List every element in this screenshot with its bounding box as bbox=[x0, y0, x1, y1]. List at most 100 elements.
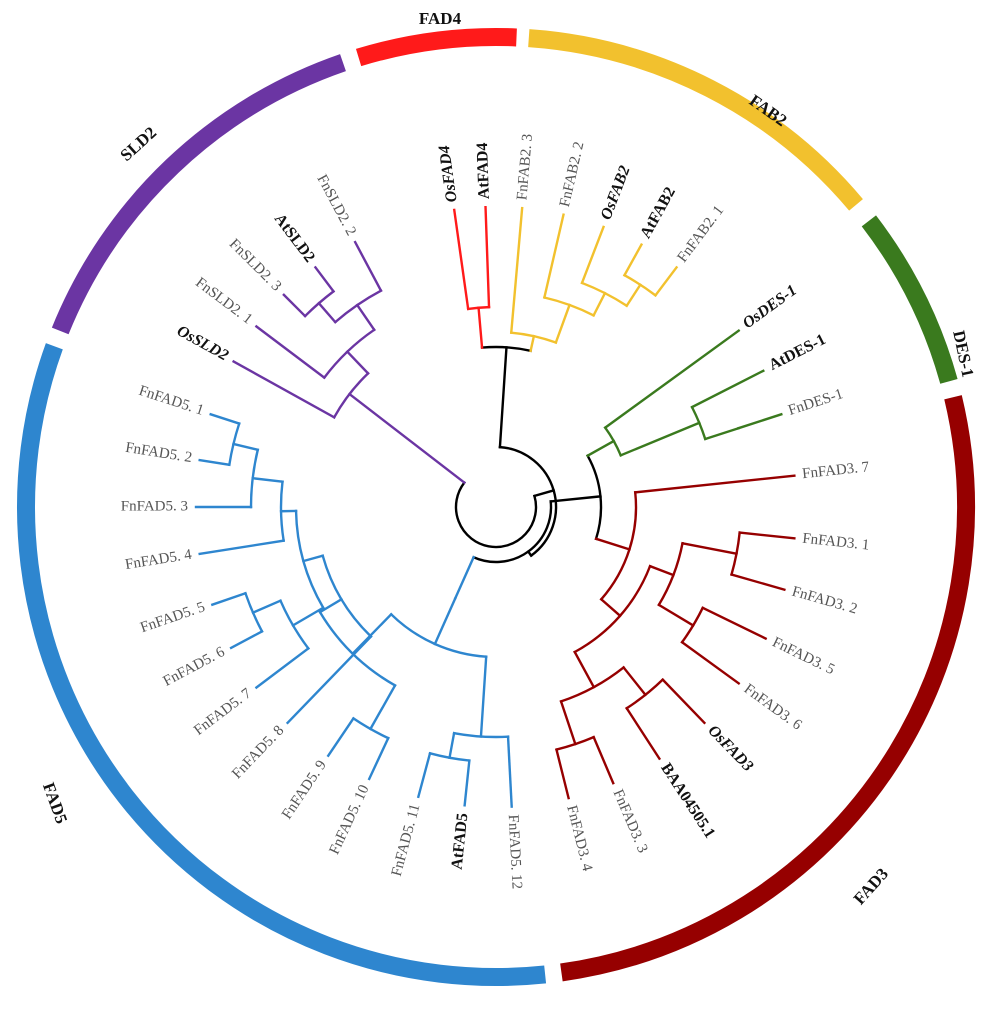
branch-line bbox=[198, 458, 231, 467]
branch-line bbox=[625, 283, 642, 308]
leaf-label-atfad5: AtFAD5 bbox=[449, 812, 472, 870]
branch-line bbox=[648, 564, 675, 577]
branch-line bbox=[703, 426, 741, 441]
leaf-label-atsld2: AtSLD2 bbox=[271, 211, 318, 266]
branch-arc bbox=[573, 564, 652, 654]
branch-line bbox=[625, 706, 662, 761]
leaf-label-ossld2: OsSLD2 bbox=[174, 322, 231, 364]
branch-line bbox=[657, 603, 695, 628]
branch-line bbox=[542, 213, 565, 299]
leaf-label-fnfad5-7: FnFAD5. 7 bbox=[191, 685, 255, 739]
branch-line bbox=[498, 346, 508, 449]
leaf-label-baa04505: BAA04505.1 bbox=[657, 760, 718, 841]
branch-line bbox=[532, 488, 556, 498]
leaf-label-fnfad5-4: FnFAD5. 4 bbox=[124, 547, 193, 573]
branch-arc bbox=[555, 735, 596, 752]
branch-arc bbox=[585, 454, 603, 541]
branch-arc bbox=[249, 448, 260, 509]
branch-line bbox=[453, 555, 476, 600]
branch-arc bbox=[622, 273, 658, 298]
leaf-label-fnfad5-6: FnFAD5. 6 bbox=[161, 644, 228, 690]
clade-arc-fad5 bbox=[17, 343, 547, 986]
branch-arc bbox=[599, 491, 638, 602]
branch-arc bbox=[625, 677, 665, 710]
leaf-label-fnfad3-6: FnFAD3. 6 bbox=[741, 681, 805, 734]
tree-branches bbox=[194, 205, 796, 808]
branch-line bbox=[730, 573, 786, 592]
branch-line bbox=[210, 591, 247, 607]
branch-line bbox=[737, 412, 783, 430]
branch-line bbox=[326, 716, 356, 758]
branch-line bbox=[738, 531, 796, 540]
leaf-labels: OsFAD4 AtFAD4 FnFAB2. 3 FnFAB2. 2 OsFAB2 AtFA… bbox=[121, 133, 871, 889]
branch-arc bbox=[559, 665, 626, 703]
leaf-label-fndes1: FnDES-1 bbox=[786, 386, 845, 419]
branch-line bbox=[653, 265, 679, 298]
branch-line bbox=[594, 537, 631, 551]
branch-line bbox=[529, 334, 536, 353]
branch-line bbox=[317, 301, 337, 324]
branch-line bbox=[681, 541, 738, 556]
clade-label-fad4: FAD4 bbox=[419, 9, 462, 28]
leaf-label-fnfad5-1: FnFAD5. 1 bbox=[137, 383, 206, 419]
branch-arc bbox=[333, 289, 383, 324]
leaf-label-fnfad3-5: FnFAD3. 5 bbox=[770, 634, 837, 678]
branch-line bbox=[633, 474, 796, 494]
branch-line bbox=[554, 303, 572, 345]
leaf-label-fnfad3-1: FnFAD3. 1 bbox=[802, 531, 871, 554]
leaf-label-fnfad5-3: FnFAD5. 3 bbox=[121, 498, 188, 514]
branch-arc bbox=[466, 305, 491, 311]
leaf-label-fnfad3-2: FnFAD3. 2 bbox=[790, 584, 859, 618]
leaf-label-osfad4: OsFAD4 bbox=[436, 144, 461, 203]
branch-line bbox=[433, 596, 457, 646]
clade-label-fad3: FAD3 bbox=[850, 864, 892, 908]
branch-line bbox=[555, 748, 571, 800]
branch-line bbox=[355, 303, 376, 332]
branch-line bbox=[198, 539, 286, 556]
leaf-label-fnfad5-2: FnFAD5. 2 bbox=[124, 440, 193, 466]
branch-line bbox=[619, 421, 701, 457]
branch-arc bbox=[303, 289, 336, 318]
leaf-label-osfad3: OsFAD3 bbox=[704, 722, 756, 775]
leaf-label-fnfab2-3: FnFAB2. 3 bbox=[514, 133, 536, 201]
clade-arc-fad4 bbox=[355, 28, 517, 67]
branch-line bbox=[661, 677, 707, 725]
branch-line bbox=[232, 442, 260, 452]
branch-arc bbox=[294, 509, 325, 610]
branch-line bbox=[345, 349, 370, 376]
branch-line bbox=[484, 205, 491, 309]
leaf-label-atfab2: AtFAB2 bbox=[637, 184, 679, 241]
branch-line bbox=[251, 476, 284, 484]
leaf-label-fnsld2-3: FnSLD2. 3 bbox=[226, 236, 284, 294]
branch-arc bbox=[321, 554, 373, 639]
clade-arc-des-1 bbox=[861, 215, 958, 384]
branch-line bbox=[209, 412, 241, 426]
branch-arc bbox=[278, 599, 311, 651]
branch-line bbox=[285, 634, 373, 725]
leaf-label-fnsld2-1: FnSLD2. 1 bbox=[192, 275, 255, 328]
branch-line bbox=[603, 328, 741, 430]
leaf-label-osdes1: OsDES-1 bbox=[740, 282, 800, 332]
leaf-label-fnfab2-1: FnFAB2. 1 bbox=[675, 203, 728, 266]
branch-arc bbox=[498, 445, 558, 558]
branch-line bbox=[452, 208, 470, 311]
leaf-label-fnfad5-8: FnFAD5. 8 bbox=[229, 723, 287, 782]
leaf-label-fnfad5-10: FnFAD5. 10 bbox=[326, 783, 372, 858]
branch-line bbox=[416, 751, 432, 799]
branch-arc bbox=[657, 541, 684, 607]
branch-line bbox=[347, 392, 467, 485]
branch-line bbox=[559, 699, 577, 746]
branch-line bbox=[318, 597, 344, 614]
branch-arc bbox=[243, 591, 264, 634]
clade-label-sld2: SLD2 bbox=[117, 123, 161, 165]
branch-line bbox=[368, 683, 397, 731]
branch-line bbox=[621, 665, 648, 697]
branch-line bbox=[353, 240, 383, 293]
branch-arc bbox=[454, 480, 538, 549]
branch-line bbox=[229, 629, 264, 650]
clade-arc-fab2 bbox=[528, 29, 863, 211]
branch-line bbox=[622, 242, 644, 277]
branch-line bbox=[506, 735, 513, 808]
leaf-label-fnfad5-12: FnFAD5. 12 bbox=[505, 814, 525, 889]
